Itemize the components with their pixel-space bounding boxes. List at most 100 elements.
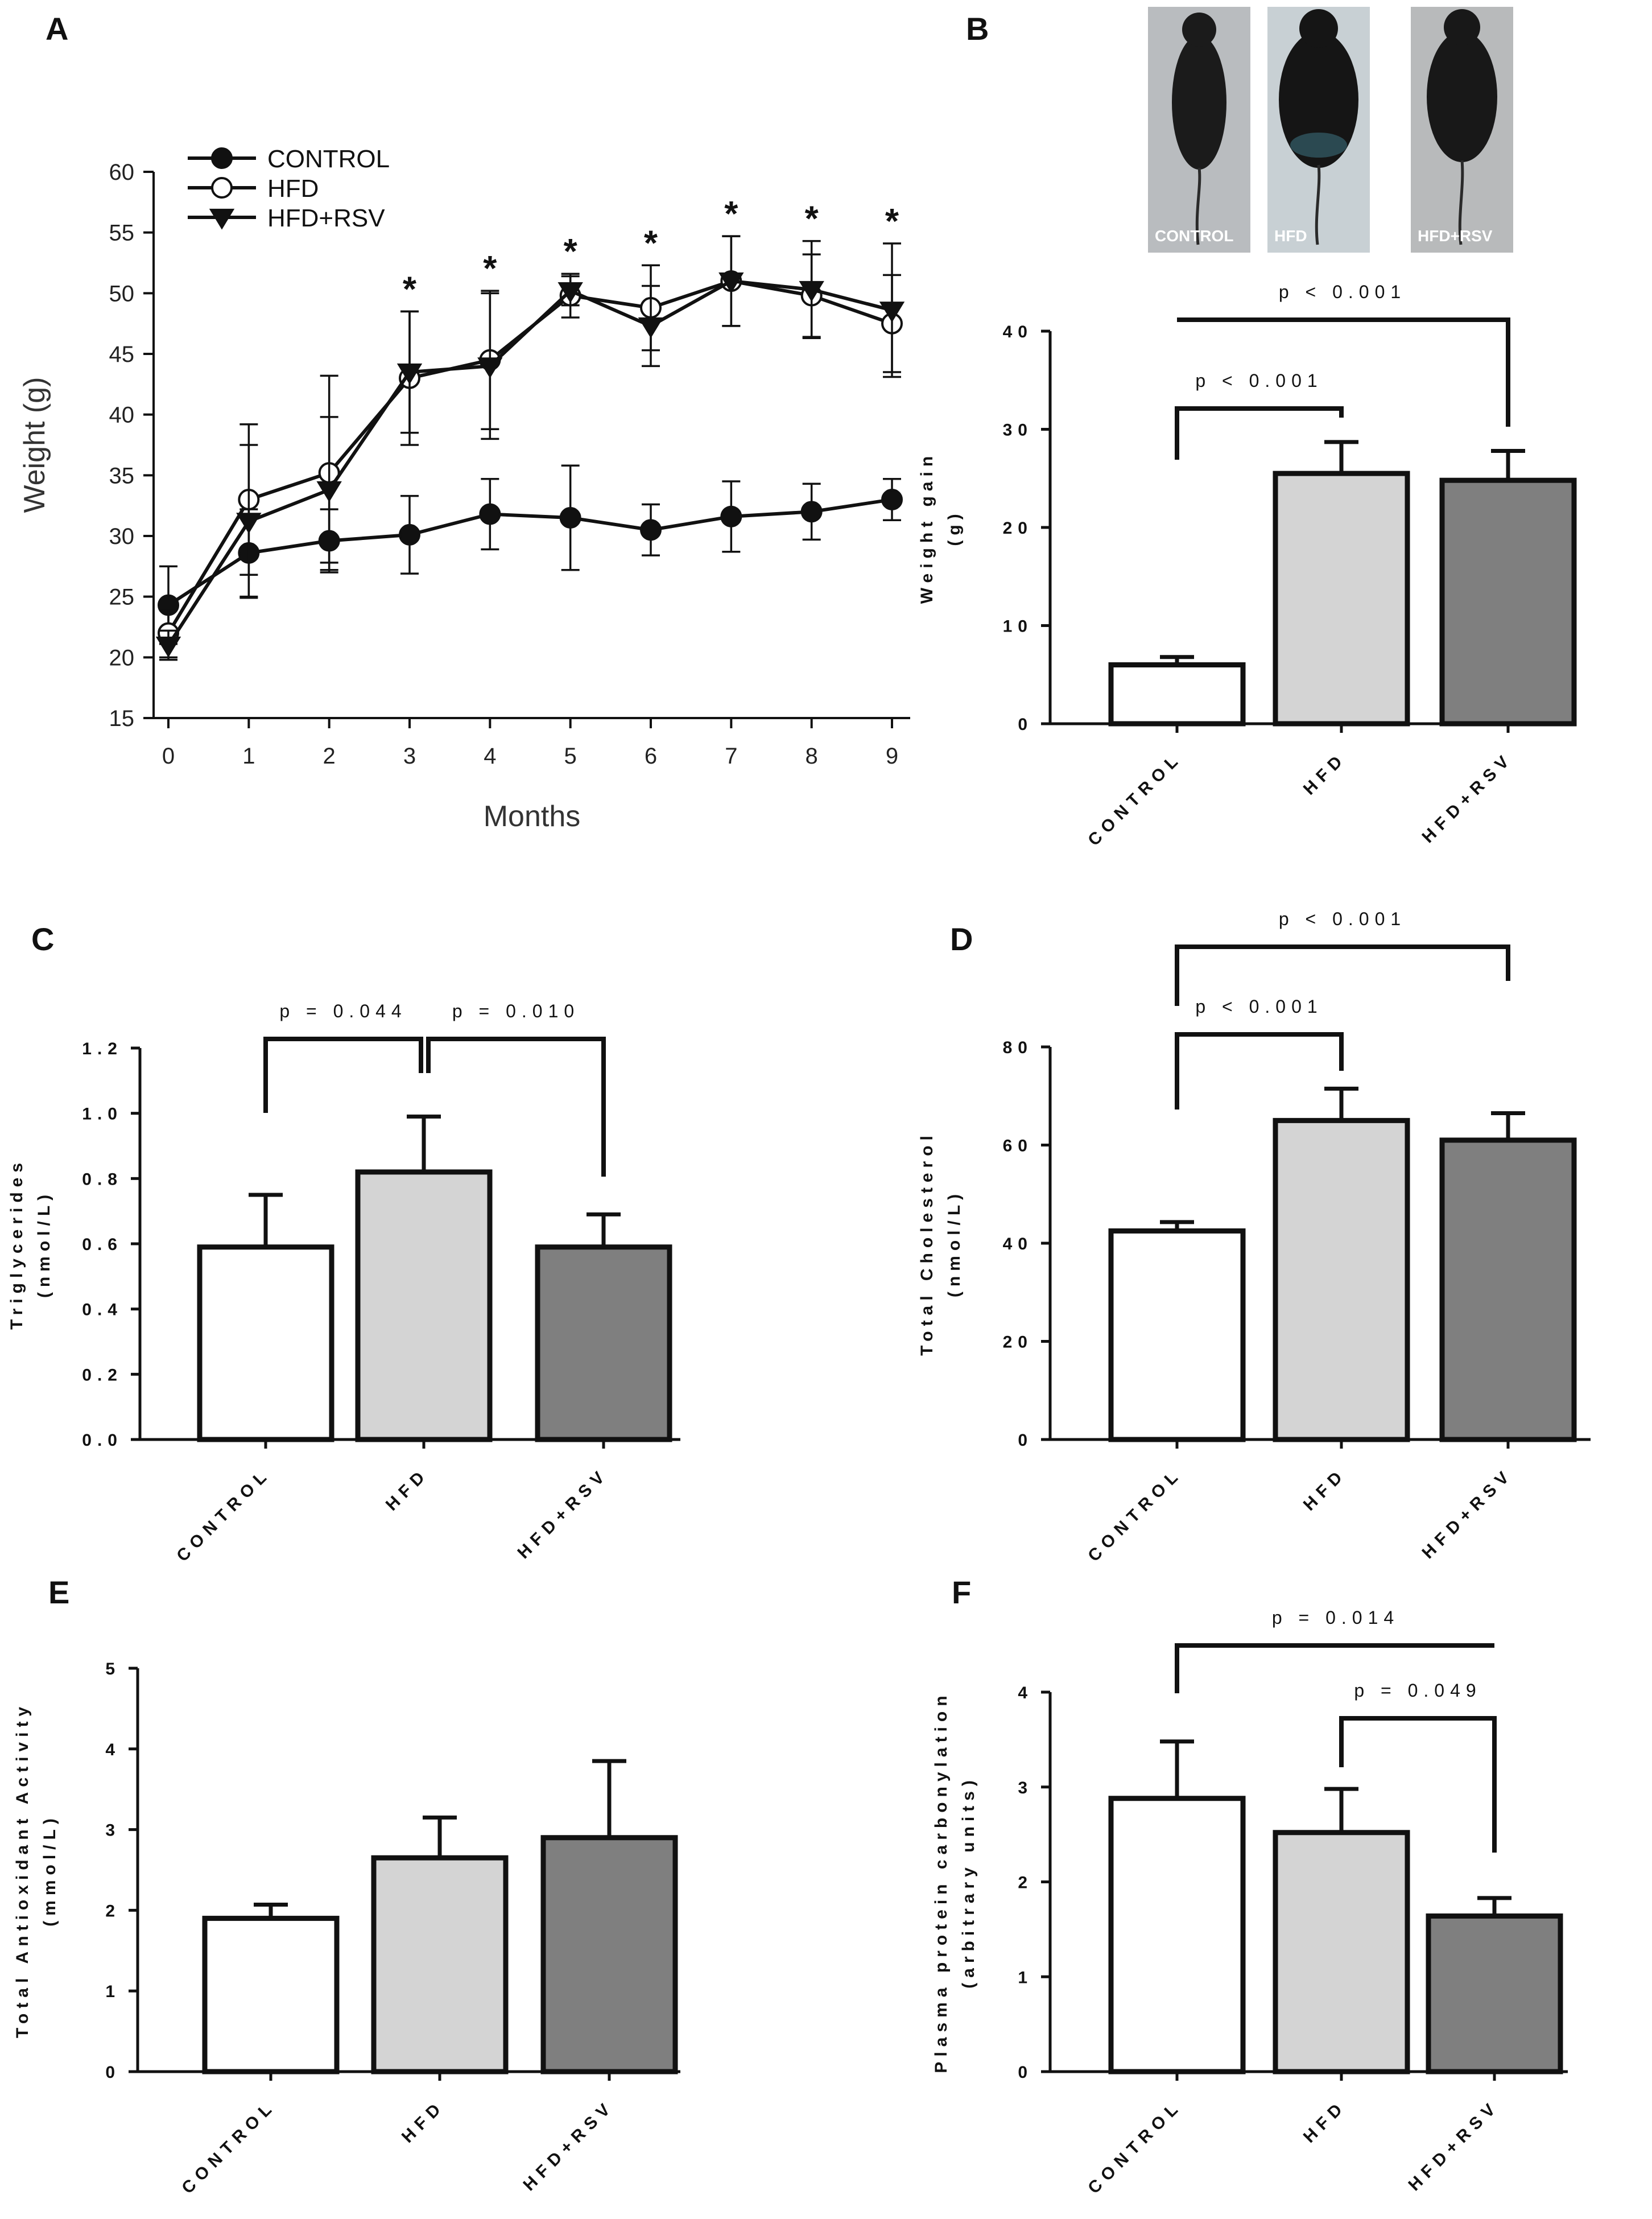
series-hfd-rsv	[155, 235, 905, 661]
p-value-label: p = 0.014	[1272, 1607, 1399, 1628]
data-point	[881, 489, 903, 510]
bar-hfd	[1273, 1830, 1410, 2074]
p-value-label: p < 0.001	[1195, 996, 1323, 1017]
panel-c-bar-chart: 0.0 0.2 0.4 0.6 0.8 1.0 1.2 Triglycerides (nmol/…	[7, 1001, 680, 1565]
data-point	[479, 503, 501, 525]
y-tick-label: 1	[1018, 1968, 1033, 1987]
x-tick-label: 6	[645, 744, 657, 769]
x-tick-label: CONTROL	[1084, 749, 1186, 850]
bar-hfd	[371, 1855, 509, 2074]
panel-letter-a: A	[46, 11, 68, 47]
x-tick-label: HFD+RSV	[514, 1465, 612, 1562]
y-tick-label: 2	[105, 1902, 121, 1920]
x-tick-label: HFD+RSV	[1419, 1465, 1517, 1562]
x-tick-label: HFD	[398, 2097, 448, 2147]
comparison-bracket	[1175, 1643, 1494, 1693]
comparison-bracket	[426, 1037, 606, 1177]
y-tick-label: 30	[1003, 421, 1033, 440]
y-tick-label: 80	[1003, 1038, 1033, 1057]
y-tick-label: 60	[1003, 1137, 1033, 1156]
x-tick-label: 4	[484, 744, 496, 769]
y-tick-label: 45	[109, 342, 135, 367]
data-point	[397, 363, 423, 385]
y-tick-label: 3	[1018, 1779, 1033, 1797]
x-tick-label: 0	[162, 744, 175, 769]
x-tick-label: 8	[806, 744, 818, 769]
bar-hfd	[355, 1169, 493, 1442]
data-point	[236, 513, 262, 534]
comparison-bracket	[1177, 317, 1510, 427]
y-tick-label: 4	[1018, 1684, 1033, 1702]
bar-control	[1108, 1228, 1246, 1442]
y-axis-title-line: Total Cholesterol	[918, 1131, 936, 1356]
series-line	[167, 279, 893, 646]
x-tick-label: 1	[242, 744, 255, 769]
y-tick-label: 4	[105, 1740, 121, 1759]
y-axis-title-line: (nmol/L)	[945, 1189, 964, 1297]
y-tick-label: 2	[1018, 1874, 1033, 1892]
y-tick-label: 15	[109, 706, 135, 731]
y-tick-label: 40	[1003, 323, 1033, 341]
bar-control	[1108, 662, 1246, 727]
y-tick-label: 0.4	[82, 1301, 123, 1319]
y-tick-label: 1	[105, 1982, 121, 2001]
comparison-bracket	[1175, 406, 1344, 460]
y-axis-title: Weight gain (g)	[918, 451, 964, 604]
x-tick-label: 9	[886, 744, 898, 769]
x-tick-label: HFD	[382, 1465, 432, 1515]
series-line	[167, 498, 893, 607]
data-point	[638, 317, 664, 339]
comparison-bracket	[1175, 1032, 1344, 1110]
data-point	[800, 501, 823, 523]
x-tick-label: CONTROL	[178, 2097, 279, 2198]
x-tick-label: HFD	[1300, 2097, 1350, 2147]
y-axis-title-line: Weight gain	[918, 451, 936, 604]
photo-label-hfd-rsv: HFD+RSV	[1418, 227, 1493, 245]
y-tick-label: 30	[109, 524, 135, 549]
data-point	[720, 505, 742, 527]
legend-marker	[211, 177, 233, 199]
data-point	[718, 272, 744, 294]
x-tick-label: HFD+RSV	[520, 2097, 618, 2195]
significance-marker: *	[805, 200, 819, 239]
photo-label-hfd: HFD	[1274, 227, 1307, 245]
y-tick-label: 10	[1003, 617, 1033, 636]
significance-marker: *	[564, 232, 578, 271]
y-axis-title-line: Triglycerides	[7, 1158, 26, 1330]
y-tick-label: 0.2	[82, 1366, 123, 1384]
bar-control	[197, 1244, 334, 1442]
data-point	[799, 281, 824, 302]
y-tick-label: 25	[109, 585, 135, 610]
y-axis-title: Total Cholesterol (nmol/L)	[918, 1131, 964, 1356]
y-axis-title: Triglycerides (nmol/L)	[7, 1158, 53, 1330]
y-tick-label: 0.8	[82, 1170, 123, 1189]
y-tick-label: 20	[1003, 519, 1033, 538]
panel-letter-c: C	[31, 921, 54, 957]
bar-hfd-rsv	[1439, 477, 1577, 727]
bar-hfd-rsv	[540, 1835, 678, 2074]
bar-control	[1108, 1796, 1246, 2074]
significance-marker: *	[483, 249, 497, 288]
y-tick-label: 1.2	[82, 1040, 123, 1058]
y-axis-title-line: (g)	[945, 509, 964, 546]
panel-letter-d: D	[950, 921, 973, 957]
x-axis-title: Months	[484, 800, 581, 833]
comparison-bracket	[1339, 1716, 1497, 1853]
p-value-label: p < 0.001	[1279, 909, 1406, 929]
y-axis-title-line: Plasma protein carbonylation	[932, 1690, 951, 2073]
comparison-bracket	[263, 1037, 423, 1113]
p-value-label: p < 0.001	[1279, 282, 1406, 302]
data-point	[879, 302, 905, 323]
panel-letter-b: B	[966, 11, 989, 47]
series-hfd	[158, 235, 903, 659]
y-tick-label: 0	[105, 2063, 121, 2082]
photo-label-control: CONTROL	[1155, 227, 1233, 245]
y-axis-title-line: (nmol/L)	[35, 1190, 53, 1298]
bar-hfd-rsv	[535, 1244, 672, 1442]
x-tick-label: HFD	[1300, 1465, 1350, 1515]
y-tick-label: 1.0	[82, 1105, 123, 1124]
photo-control: CONTROL	[1148, 7, 1250, 253]
panel-d-bar-chart: 0 20 40 60 80 Total Cholesterol (nmol/L) CONTRO…	[918, 909, 1591, 1565]
x-tick-label: 2	[323, 744, 336, 769]
y-tick-label: 0	[1018, 2063, 1033, 2082]
